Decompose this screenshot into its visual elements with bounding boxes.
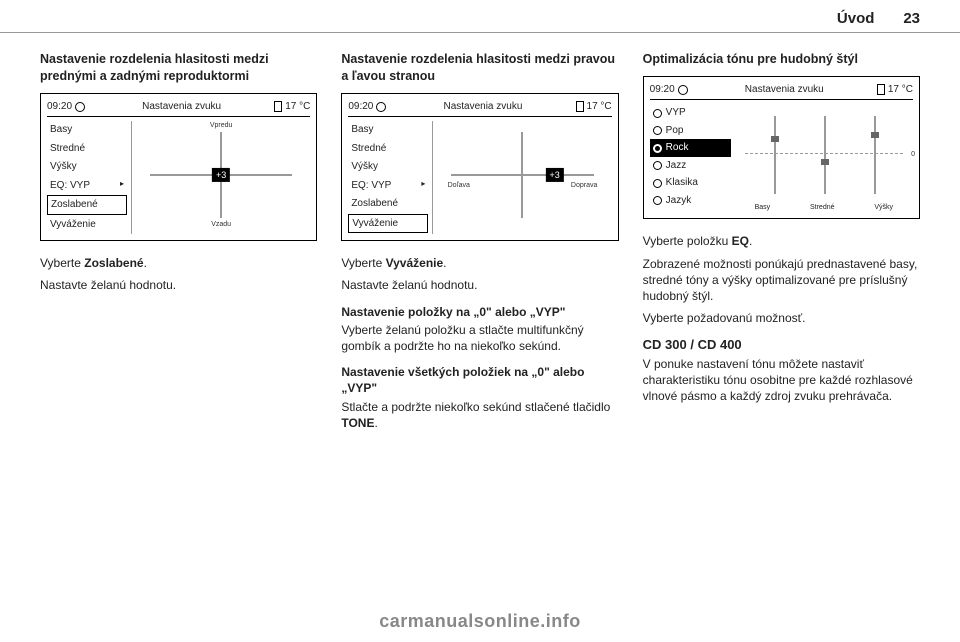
temp-label-2: 17 °C: [587, 100, 612, 114]
para-select-eq: Vyberte položku EQ.: [643, 233, 920, 249]
display-header: 09:20 Nastavenia zvuku 17 °C: [47, 100, 310, 118]
para-set-value-1: Nastavte želanú hodnotu.: [40, 277, 317, 293]
para-select-zoslabene: Vyberte Zoslabené.: [40, 255, 317, 271]
display-balance: 09:20 Nastavenia zvuku 17 °C Basy Stredn…: [341, 93, 618, 242]
eq-sliders: 0 Basy Stredné Výšky: [735, 104, 913, 212]
page-header: Úvod 23: [0, 0, 960, 33]
time-label-3: 09:20: [650, 83, 675, 97]
display-title-2: Nastavenia zvuku: [390, 100, 575, 114]
label-right: Doprava: [571, 181, 597, 190]
radio-icon: [653, 126, 662, 135]
section-title-eq: Optimalizácia tónu pre hudobný štýl: [643, 51, 920, 68]
para-select-vyvazenie: Vyberte Vyváženie.: [341, 255, 618, 271]
section-title-balance: Nastavenie rozdelenia hlasitosti medzi p…: [341, 51, 618, 85]
eq-opt-jazyk[interactable]: Jazyk: [650, 192, 731, 210]
balance-marker[interactable]: +3: [545, 168, 563, 182]
thermometer-icon-2: [576, 101, 584, 112]
para-reset-all: Stlačte a podržte niekoľko sekúnd stlače…: [341, 399, 618, 431]
clock-icon: [75, 102, 85, 112]
menu-list-2: Basy Stredné Výšky EQ: VYP Zoslabené Vyv…: [348, 121, 433, 234]
slider-label-basy: Basy: [755, 203, 771, 212]
label-rear: Vzadu: [211, 220, 231, 229]
crosshair-horizontal-2: [451, 174, 594, 176]
slider-knob[interactable]: [821, 159, 829, 165]
chapter-title: Úvod: [837, 10, 875, 27]
slider-knob[interactable]: [771, 136, 779, 142]
menu-item-basy[interactable]: Basy: [47, 121, 127, 139]
sub-title-reset-one: Nastavenie položky na „0" alebo „VYP": [341, 304, 618, 320]
menu-item-eq[interactable]: EQ: VYP: [47, 177, 127, 195]
menu-item-zoslabene-2[interactable]: Zoslabené: [348, 195, 428, 213]
watermark: carmanualsonline.info: [379, 611, 581, 632]
menu-list: Basy Stredné Výšky EQ: VYP Zoslabené Vyv…: [47, 121, 132, 234]
para-select-option: Vyberte požadovanú možnosť.: [643, 310, 920, 326]
slider-label-stredne: Stredné: [810, 203, 835, 212]
menu-item-vyvazenie-2[interactable]: Vyváženie: [348, 214, 428, 234]
temp-label-3: 17 °C: [888, 83, 913, 97]
time-label-2: 09:20: [348, 100, 373, 114]
radio-icon: [653, 196, 662, 205]
menu-item-vysky-2[interactable]: Výšky: [348, 158, 428, 176]
column-fader: Nastavenie rozdelenia hlasitosti medzi p…: [40, 51, 317, 437]
slider-basy[interactable]: [774, 116, 776, 194]
display-title: Nastavenia zvuku: [89, 100, 274, 114]
menu-item-stredne[interactable]: Stredné: [47, 140, 127, 158]
label-front: Vpredu: [210, 121, 233, 130]
balance-crosshair: Doľava Doprava +3: [433, 121, 611, 229]
display-header-3: 09:20 Nastavenia zvuku 17 °C: [650, 83, 913, 101]
eq-opt-jazz[interactable]: Jazz: [650, 157, 731, 175]
eq-opt-rock[interactable]: Rock: [650, 139, 731, 157]
para-cd-desc: V ponuke nastavení tónu môžete nastaviť …: [643, 356, 920, 405]
para-set-value-2: Nastavte želanú hodnotu.: [341, 277, 618, 293]
time-label: 09:20: [47, 100, 72, 114]
eq-options-list: VYP Pop Rock Jazz Klasika Jazyk: [650, 104, 735, 212]
temp-label: 17 °C: [285, 100, 310, 114]
eq-opt-klasika[interactable]: Klasika: [650, 174, 731, 192]
slider-vysky[interactable]: [874, 116, 876, 194]
display-title-3: Nastavenia zvuku: [692, 83, 877, 97]
menu-item-vysky[interactable]: Výšky: [47, 158, 127, 176]
sub-title-reset-all: Nastavenie všetkých položiek na „0" aleb…: [341, 364, 618, 396]
column-eq: Optimalizácia tónu pre hudobný štýl 09:2…: [643, 51, 920, 437]
column-balance: Nastavenie rozdelenia hlasitosti medzi p…: [341, 51, 618, 437]
thermometer-icon-3: [877, 84, 885, 95]
display-fader: 09:20 Nastavenia zvuku 17 °C Basy Stredn…: [40, 93, 317, 242]
label-left: Doľava: [448, 181, 470, 190]
menu-item-zoslabene[interactable]: Zoslabené: [47, 195, 127, 215]
radio-icon: [653, 179, 662, 188]
para-reset-one: Vyberte želanú položku a stlačte multifu…: [341, 322, 618, 354]
sub-title-cd: CD 300 / CD 400: [643, 336, 920, 354]
slider-knob[interactable]: [871, 132, 879, 138]
radio-icon: [653, 109, 662, 118]
display-header-2: 09:20 Nastavenia zvuku 17 °C: [348, 100, 611, 118]
menu-item-stredne-2[interactable]: Stredné: [348, 140, 428, 158]
slider-stredne[interactable]: [824, 116, 826, 194]
radio-icon: [653, 144, 662, 153]
section-title-fader: Nastavenie rozdelenia hlasitosti medzi p…: [40, 51, 317, 85]
clock-icon-3: [678, 85, 688, 95]
zero-label: 0: [911, 150, 915, 159]
radio-icon: [653, 161, 662, 170]
thermometer-icon: [274, 101, 282, 112]
eq-opt-vyp[interactable]: VYP: [650, 104, 731, 122]
menu-item-basy-2[interactable]: Basy: [348, 121, 428, 139]
para-eq-desc: Zobrazené možnosti ponúkajú prednastaven…: [643, 256, 920, 305]
fader-crosshair: Vpredu Vzadu +3: [132, 121, 310, 229]
eq-opt-pop[interactable]: Pop: [650, 122, 731, 140]
display-eq: 09:20 Nastavenia zvuku 17 °C VYP Pop Roc…: [643, 76, 920, 220]
page-number: 23: [903, 10, 920, 27]
slider-label-vysky: Výšky: [874, 203, 893, 212]
fader-marker[interactable]: +3: [212, 168, 230, 182]
menu-item-vyvazenie[interactable]: Vyváženie: [47, 216, 127, 234]
menu-item-eq-2[interactable]: EQ: VYP: [348, 177, 428, 195]
clock-icon-2: [376, 102, 386, 112]
